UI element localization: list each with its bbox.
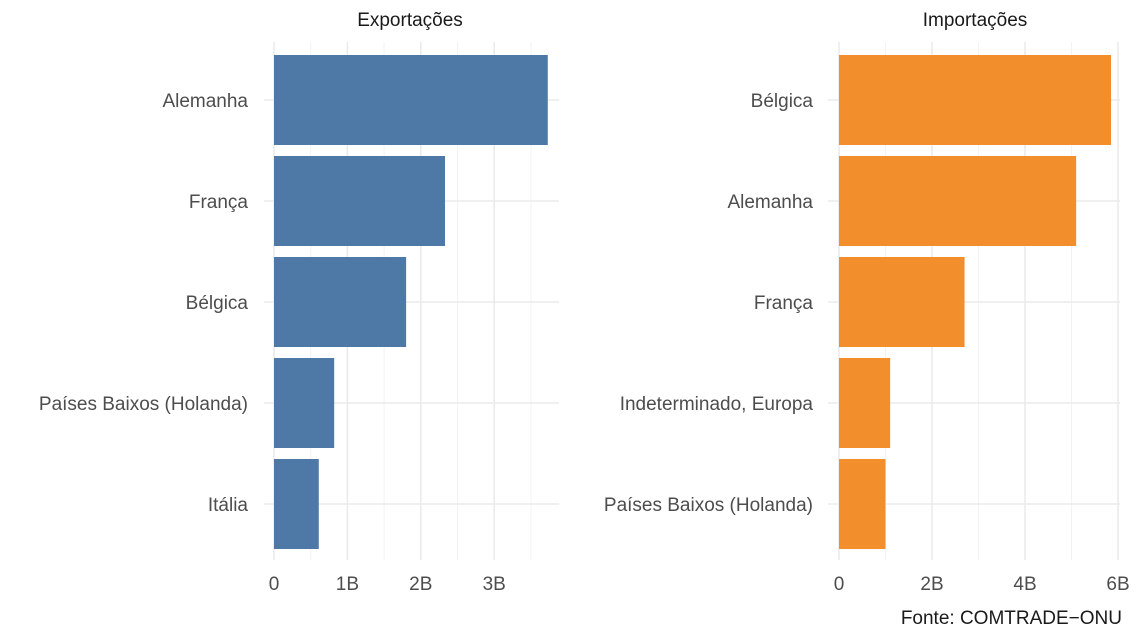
imports-tick-label: 0 — [834, 574, 845, 595]
imports-category-label: Indeterminado, Europa — [620, 394, 814, 415]
exports-bar — [274, 257, 407, 347]
exports-category-label: Itália — [208, 495, 249, 516]
imports-bar — [839, 358, 891, 448]
exports-category-label: Países Baixos (Holanda) — [39, 394, 248, 415]
exports-tick-labels: 0 1B 2B 3B — [269, 574, 506, 595]
imports-bar — [839, 156, 1077, 246]
imports-bar — [839, 257, 965, 347]
imports-tick-labels: 0 2B 4B 6B — [834, 574, 1130, 595]
exports-tick-label: 0 — [269, 574, 280, 595]
imports-category-label: França — [754, 293, 814, 314]
exports-category-labels: Alemanha França Bélgica Países Baixos (Hola… — [39, 91, 249, 516]
imports-tick-label: 4B — [1013, 574, 1036, 595]
exports-panel: Alemanha França Bélgica Países Baixos (Hola… — [39, 10, 559, 595]
exports-bar — [274, 156, 446, 246]
imports-category-labels: Bélgica Alemanha França Indeterminado, Euro… — [604, 91, 814, 516]
imports-panel: Bélgica Alemanha França Indeterminado, Euro… — [604, 10, 1130, 595]
exports-panel-title: Exportações — [357, 10, 463, 31]
source-caption: Fonte: COMTRADE−ONU — [901, 608, 1122, 629]
exports-bar — [274, 459, 319, 549]
exports-bar — [274, 358, 335, 448]
exports-bars — [274, 55, 548, 549]
imports-category-label: Bélgica — [751, 91, 814, 112]
imports-panel-title: Importações — [923, 10, 1028, 31]
exports-tick-label: 2B — [409, 574, 432, 595]
imports-category-label: Alemanha — [727, 192, 813, 213]
imports-tick-label: 2B — [920, 574, 943, 595]
imports-bar — [839, 459, 886, 549]
exports-tick-label: 1B — [336, 574, 359, 595]
exports-bar — [274, 55, 548, 145]
exports-category-label: Bélgica — [186, 293, 249, 314]
imports-tick-label: 6B — [1106, 574, 1129, 595]
imports-bar — [839, 55, 1112, 145]
imports-category-label: Países Baixos (Holanda) — [604, 495, 813, 516]
imports-bars — [839, 55, 1112, 549]
exports-category-label: França — [189, 192, 249, 213]
exports-tick-label: 3B — [483, 574, 506, 595]
exports-category-label: Alemanha — [162, 91, 248, 112]
